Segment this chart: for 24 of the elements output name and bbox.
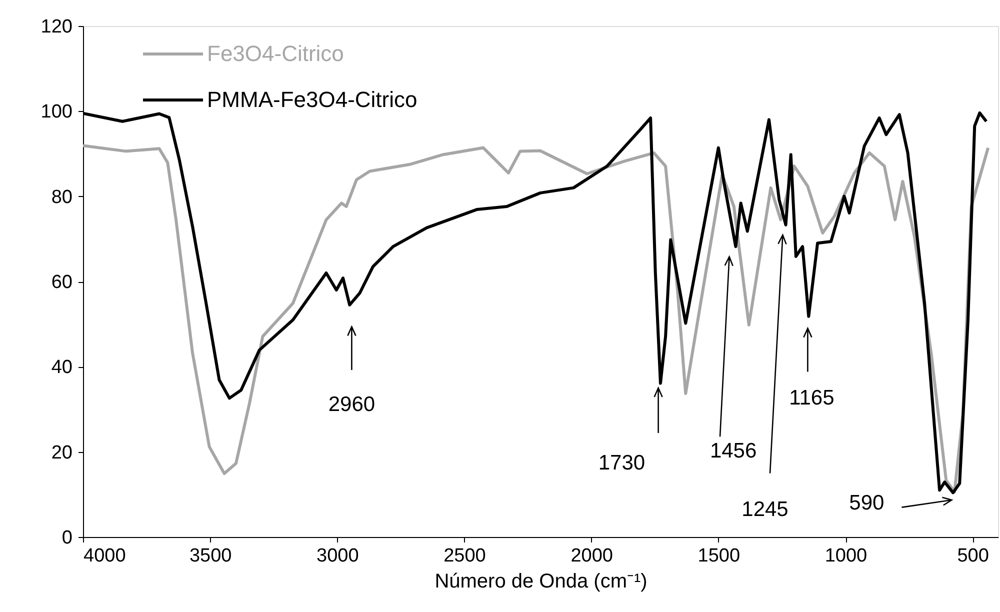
y-tick-label: 20	[51, 442, 72, 464]
annotation: 1456	[710, 440, 757, 463]
y-tick-label: 100	[40, 102, 72, 123]
x-tick-label: 1000	[824, 546, 868, 566]
annotation: 2960	[328, 393, 376, 416]
annotation: 1245	[742, 498, 788, 521]
y-tick-label: 80	[51, 186, 72, 208]
y-tick-label: 40	[51, 357, 72, 378]
x-tick-label: 1500	[698, 546, 740, 566]
annotation: 590	[849, 491, 884, 514]
x-tick-label: 3000	[316, 546, 359, 566]
y-tick-label: 120	[40, 16, 72, 38]
x-tick-label: 3500	[189, 546, 232, 566]
annotation: 1165	[789, 386, 834, 410]
y-tick-label: 60	[51, 272, 72, 293]
annotation: 1730	[598, 451, 646, 474]
y-tick-label: 0	[62, 528, 72, 548]
x-tick-label: 4000	[84, 546, 126, 566]
legend-label: Fe3O4-Citrico	[207, 41, 344, 66]
legend-label: PMMA-Fe3O4-Citrico	[207, 87, 418, 112]
x-tick-label: 500	[957, 546, 989, 566]
x-tick-label: 2000	[570, 546, 613, 566]
x-tick-label: 2500	[444, 546, 486, 566]
x-axis-title: Número de Onda (cm⁻¹)	[434, 570, 648, 592]
